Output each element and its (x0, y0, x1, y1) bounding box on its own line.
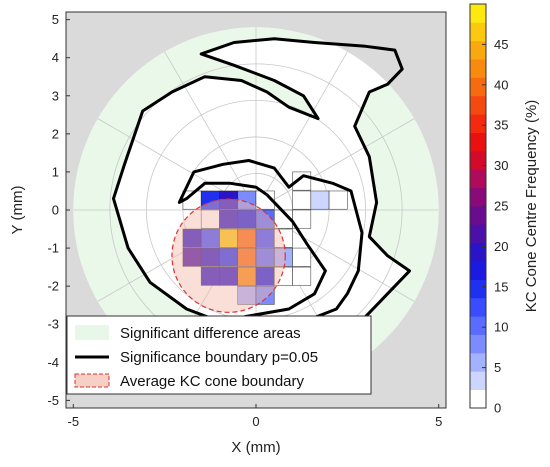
y-tick-label: -1 (47, 241, 59, 256)
y-tick-label: -5 (47, 393, 59, 408)
colorbar-label: KC Cone Centre Frequency (%) (523, 100, 540, 313)
colorbar-step (470, 242, 486, 262)
colorbar-step (470, 279, 486, 299)
colorbar-step (470, 114, 486, 133)
colorbar-tick-label: 10 (494, 320, 508, 335)
x-tick-label: 0 (252, 414, 259, 429)
colorbar-step (470, 224, 486, 244)
legend-label-significant-areas: Significant difference areas (120, 325, 301, 342)
significance-boundary (112, 37, 411, 341)
y-tick-label: 5 (52, 12, 59, 27)
y-tick-label: 1 (52, 164, 59, 179)
colorbar-step (470, 206, 486, 225)
colorbar-tick-label: 35 (494, 118, 508, 133)
colorbar-step (470, 22, 486, 42)
colorbar-tick-label: 40 (494, 77, 508, 92)
colorbar-step (470, 352, 486, 372)
colorbar-step (470, 371, 486, 391)
colorbar-step (470, 77, 486, 97)
colorbar-step (470, 169, 486, 189)
colorbar-step (470, 261, 486, 280)
colorbar-tick-label: 45 (494, 37, 508, 52)
colorbar-step (470, 187, 486, 207)
colorbar-tick-label: 25 (494, 199, 508, 214)
colorbar-steps (470, 4, 486, 409)
y-axis-ticks: 5 4 3 2 1 0 -1 -2 -3 -4 -5 (47, 12, 70, 408)
heatmap-cell (292, 266, 312, 286)
heatmap-cell (255, 285, 275, 305)
y-axis-label: Y (mm) (9, 186, 26, 235)
colorbar-step (470, 389, 486, 409)
legend-box (66, 315, 372, 395)
y-tick-label: 4 (52, 50, 59, 65)
y-tick-label: -2 (47, 279, 59, 294)
colorbar-step (470, 297, 486, 317)
y-tick-label: -3 (47, 317, 59, 332)
heatmap-cell (328, 190, 348, 210)
heatmap-cell (292, 209, 312, 229)
legend-label-average-cone: Average KC cone boundary (120, 373, 305, 390)
heatmap-cells (182, 171, 348, 305)
colorbar: 45 40 35 30 25 20 15 10 5 0 KC Cone Centre Freque… (469, 3, 540, 416)
heatmap-cell (292, 190, 312, 210)
x-tick-label: -5 (68, 414, 80, 429)
colorbar-tick-label: 15 (494, 279, 508, 294)
colorbar-step (470, 40, 486, 60)
x-axis-ticks: -5 0 5 (68, 404, 442, 429)
heatmap-cell (310, 190, 330, 210)
colorbar-tick-label: 30 (494, 158, 508, 173)
colorbar-step (470, 316, 486, 335)
legend: Significant difference areas Significanc… (66, 315, 372, 395)
y-tick-label: 0 (52, 203, 59, 218)
colorbar-step (470, 150, 486, 170)
legend-label-significance-boundary: Significance boundary p=0.05 (120, 349, 318, 366)
average-kc-cone-boundary (171, 198, 286, 313)
colorbar-tick-label: 5 (494, 360, 501, 375)
legend-swatch-significant-areas (75, 325, 109, 340)
colorbar-step (470, 95, 486, 115)
colorbar-step (470, 334, 486, 354)
legend-swatch-average-cone (74, 373, 110, 388)
colorbar-step (470, 132, 486, 152)
colorbar-step (470, 59, 486, 78)
heatmap-cell (292, 247, 312, 267)
polar-grid-spoke (255, 118, 415, 211)
colorbar-tick-label: 20 (494, 239, 508, 254)
heatmap-cell (273, 228, 293, 248)
colorbar-tick-label: 0 (494, 401, 501, 416)
colorbar-ticks: 45 40 35 30 25 20 15 10 5 0 (482, 37, 508, 416)
y-tick-label: -4 (47, 355, 59, 370)
x-tick-label: 5 (435, 414, 442, 429)
y-tick-label: 3 (52, 88, 59, 103)
colorbar-step (470, 4, 486, 23)
y-tick-label: 2 (52, 126, 59, 141)
x-axis-label: X (mm) (231, 439, 280, 456)
polar-grid-spoke (255, 51, 348, 211)
